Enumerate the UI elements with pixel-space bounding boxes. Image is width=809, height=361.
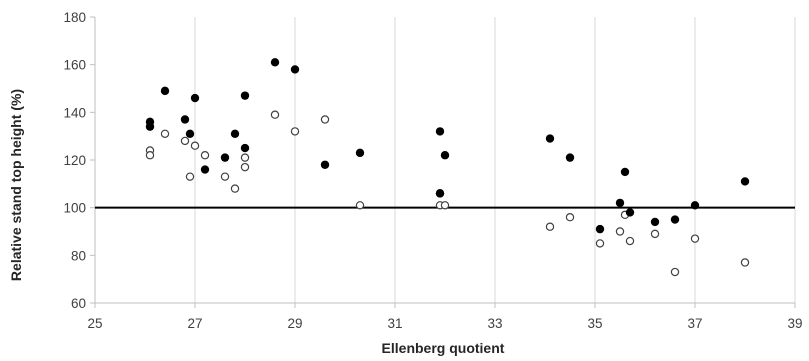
filled-point (615, 198, 625, 208)
grid (194, 17, 796, 303)
filled-point (565, 153, 575, 162)
y-tick-label: 120 (63, 153, 86, 168)
open-point (200, 151, 210, 160)
open-point (220, 172, 230, 181)
open-point (270, 110, 280, 119)
x-tick-label: 33 (487, 316, 502, 331)
filled-point (190, 93, 200, 103)
filled-point (185, 129, 195, 138)
y-tick-label: 80 (71, 248, 86, 263)
open-point (740, 258, 750, 267)
filled-point (240, 91, 250, 100)
filled-point (670, 215, 680, 224)
x-tick-label: 37 (687, 316, 702, 331)
data-points (145, 58, 750, 277)
filled-point (545, 134, 555, 143)
filled-point (200, 165, 210, 174)
filled-point (145, 122, 155, 131)
open-point (290, 127, 300, 136)
open-point (160, 129, 170, 138)
filled-point (220, 153, 230, 162)
y-tick-label: 140 (63, 105, 86, 120)
open-point (230, 184, 240, 193)
x-axis-title: Ellenberg quotient (382, 340, 505, 356)
y-tick-label: 100 (63, 201, 86, 216)
filled-point (435, 189, 445, 198)
open-point (545, 222, 555, 231)
filled-point (625, 208, 635, 217)
tick-labels: 60 80 100 120 140 160 180 25 27 29 31 33 35 37 39 (63, 10, 802, 331)
x-tick-label: 35 (587, 316, 602, 331)
open-point (690, 234, 700, 243)
filled-point (595, 224, 605, 234)
x-tick-label: 25 (87, 316, 102, 331)
open-point (625, 236, 635, 246)
open-point (180, 136, 190, 146)
open-point (185, 172, 195, 181)
x-tick-label: 31 (387, 316, 402, 331)
filled-point (740, 177, 750, 186)
open-point (240, 162, 250, 172)
filled-point (320, 160, 330, 169)
open-point (240, 153, 250, 162)
filled-point (290, 65, 300, 74)
filled-point (355, 148, 365, 158)
y-tick-label: 160 (63, 58, 86, 73)
open-point (355, 201, 365, 210)
open-point (615, 227, 625, 236)
filled-point (620, 167, 630, 177)
open-point (650, 229, 660, 239)
open-point (320, 115, 330, 124)
filled-point (180, 115, 190, 124)
y-tick-label: 60 (71, 296, 86, 311)
filled-point (240, 143, 250, 153)
filled-point (650, 217, 660, 227)
y-axis-title: Relative stand top height (%) (8, 89, 24, 281)
x-tick-label: 27 (187, 316, 202, 331)
open-point (190, 141, 200, 150)
axes (90, 16, 796, 308)
filled-point (160, 86, 170, 96)
y-tick-label: 180 (63, 10, 86, 25)
open-point (565, 212, 575, 222)
filled-point (690, 201, 700, 210)
open-point (595, 239, 605, 248)
filled-point (230, 129, 240, 138)
x-tick-label: 39 (787, 316, 802, 331)
open-point (440, 201, 450, 210)
open-point (145, 151, 155, 160)
x-tick-label: 29 (287, 316, 302, 331)
filled-point (435, 127, 445, 136)
open-point (670, 267, 680, 277)
filled-point (440, 151, 450, 160)
filled-point (270, 58, 280, 67)
